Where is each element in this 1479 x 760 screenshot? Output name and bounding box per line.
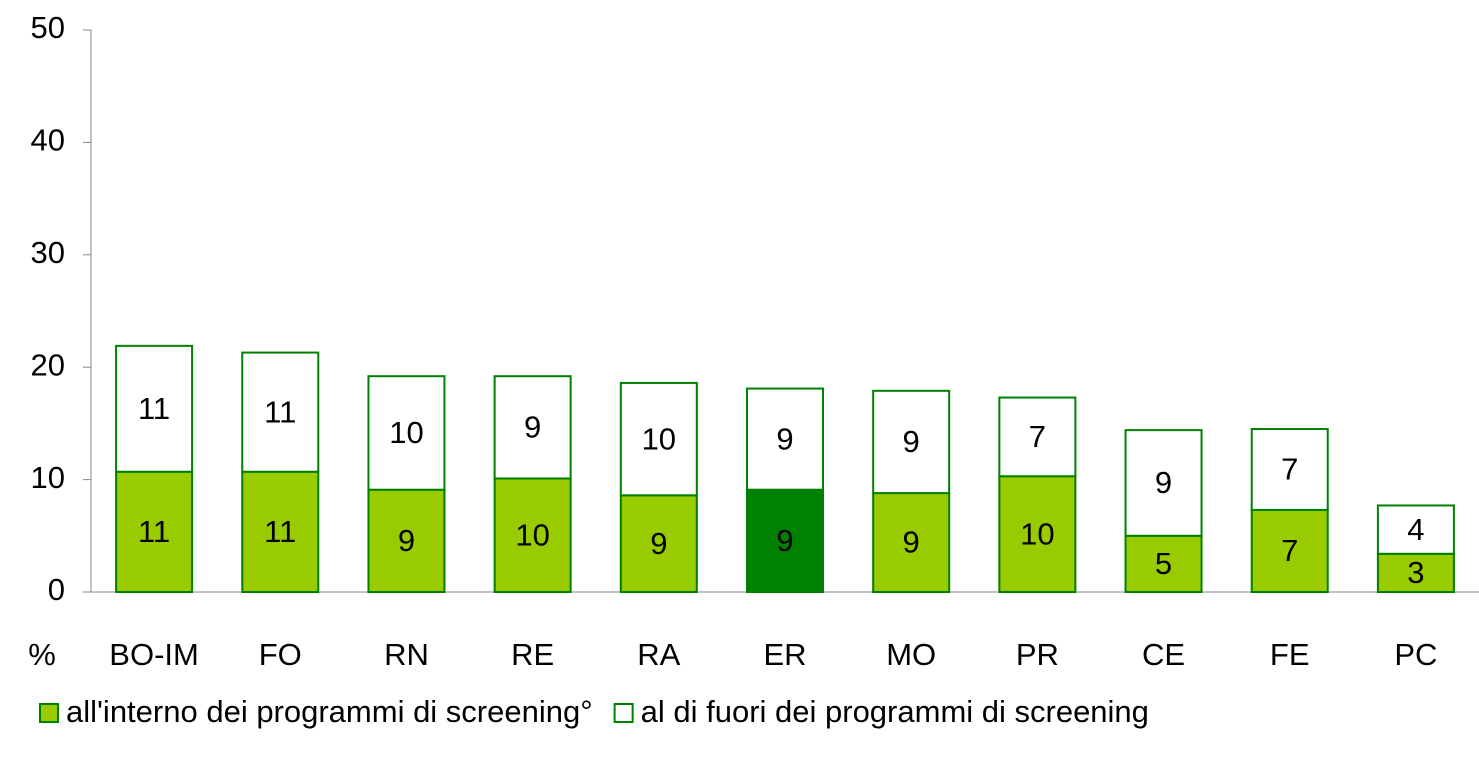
bar-segment [367, 488, 446, 593]
x-tick-label: FO [259, 637, 302, 672]
legend-swatch [613, 703, 634, 723]
y-axis-label: % [28, 637, 56, 672]
x-tick-label: RE [511, 637, 554, 672]
bar-segment [241, 351, 320, 473]
data-label: 9 [776, 421, 793, 456]
data-label: 11 [264, 394, 296, 429]
data-label: 7 [1029, 419, 1046, 454]
x-tick-label: RA [637, 637, 680, 672]
bar-segment [872, 492, 951, 594]
bar-segment [746, 488, 824, 593]
data-label: 9 [903, 424, 920, 459]
bar-segment [746, 387, 824, 491]
data-label: 4 [1407, 512, 1424, 547]
data-label: 9 [650, 526, 667, 561]
data-label: 10 [1020, 516, 1054, 551]
data-label: 7 [1281, 452, 1298, 487]
data-label: 10 [642, 421, 676, 456]
y-tick-label: 20 [31, 347, 65, 382]
bar-segment [1250, 428, 1329, 511]
data-label: 10 [515, 517, 549, 552]
bar-segment [619, 381, 698, 497]
data-label: 9 [776, 523, 793, 558]
bar-segment [619, 494, 698, 593]
bar-segment [998, 396, 1077, 478]
data-label: 11 [138, 514, 170, 549]
data-label: 9 [398, 523, 415, 558]
bar-segment [367, 375, 446, 491]
data-label: 3 [1407, 555, 1424, 590]
x-tick-label: MO [886, 637, 936, 672]
data-label: 11 [138, 391, 170, 426]
bar-segment [1250, 508, 1329, 593]
x-tick-label: PC [1394, 637, 1437, 672]
bar-segment [872, 389, 951, 495]
y-tick-label: 30 [31, 235, 65, 270]
x-tick-label: PR [1016, 637, 1059, 672]
y-tick-label: 40 [31, 123, 65, 158]
x-tick-label: CE [1142, 637, 1185, 672]
x-tick-label: RN [384, 637, 429, 672]
x-tick-label: ER [763, 637, 806, 672]
data-label: 9 [1155, 465, 1172, 500]
legend-label: all'interno dei programmi di screening° [66, 694, 593, 729]
y-tick-label: 50 [31, 10, 65, 45]
y-tick-label: 0 [48, 572, 65, 607]
bar-segment [1124, 534, 1203, 593]
y-tick-label: 10 [31, 460, 65, 495]
bar-segment [115, 470, 194, 593]
data-label: 7 [1281, 533, 1298, 568]
bar-segment [1376, 552, 1455, 593]
data-label: 5 [1155, 546, 1172, 581]
bar-segment [241, 470, 320, 593]
x-tick-label: BO-IM [109, 637, 199, 672]
bar-segment [1124, 429, 1203, 537]
x-tick-label: FE [1270, 637, 1310, 672]
data-label: 9 [524, 410, 541, 445]
legend-swatch [39, 703, 59, 723]
bar-segment [493, 375, 572, 480]
bar-segment [115, 344, 194, 473]
legend-label: al di fuori dei programmi di screening [641, 694, 1149, 729]
bar-segment [1376, 504, 1455, 555]
data-label: 10 [389, 415, 423, 450]
data-label: 11 [264, 514, 296, 549]
data-label: 9 [903, 525, 920, 560]
